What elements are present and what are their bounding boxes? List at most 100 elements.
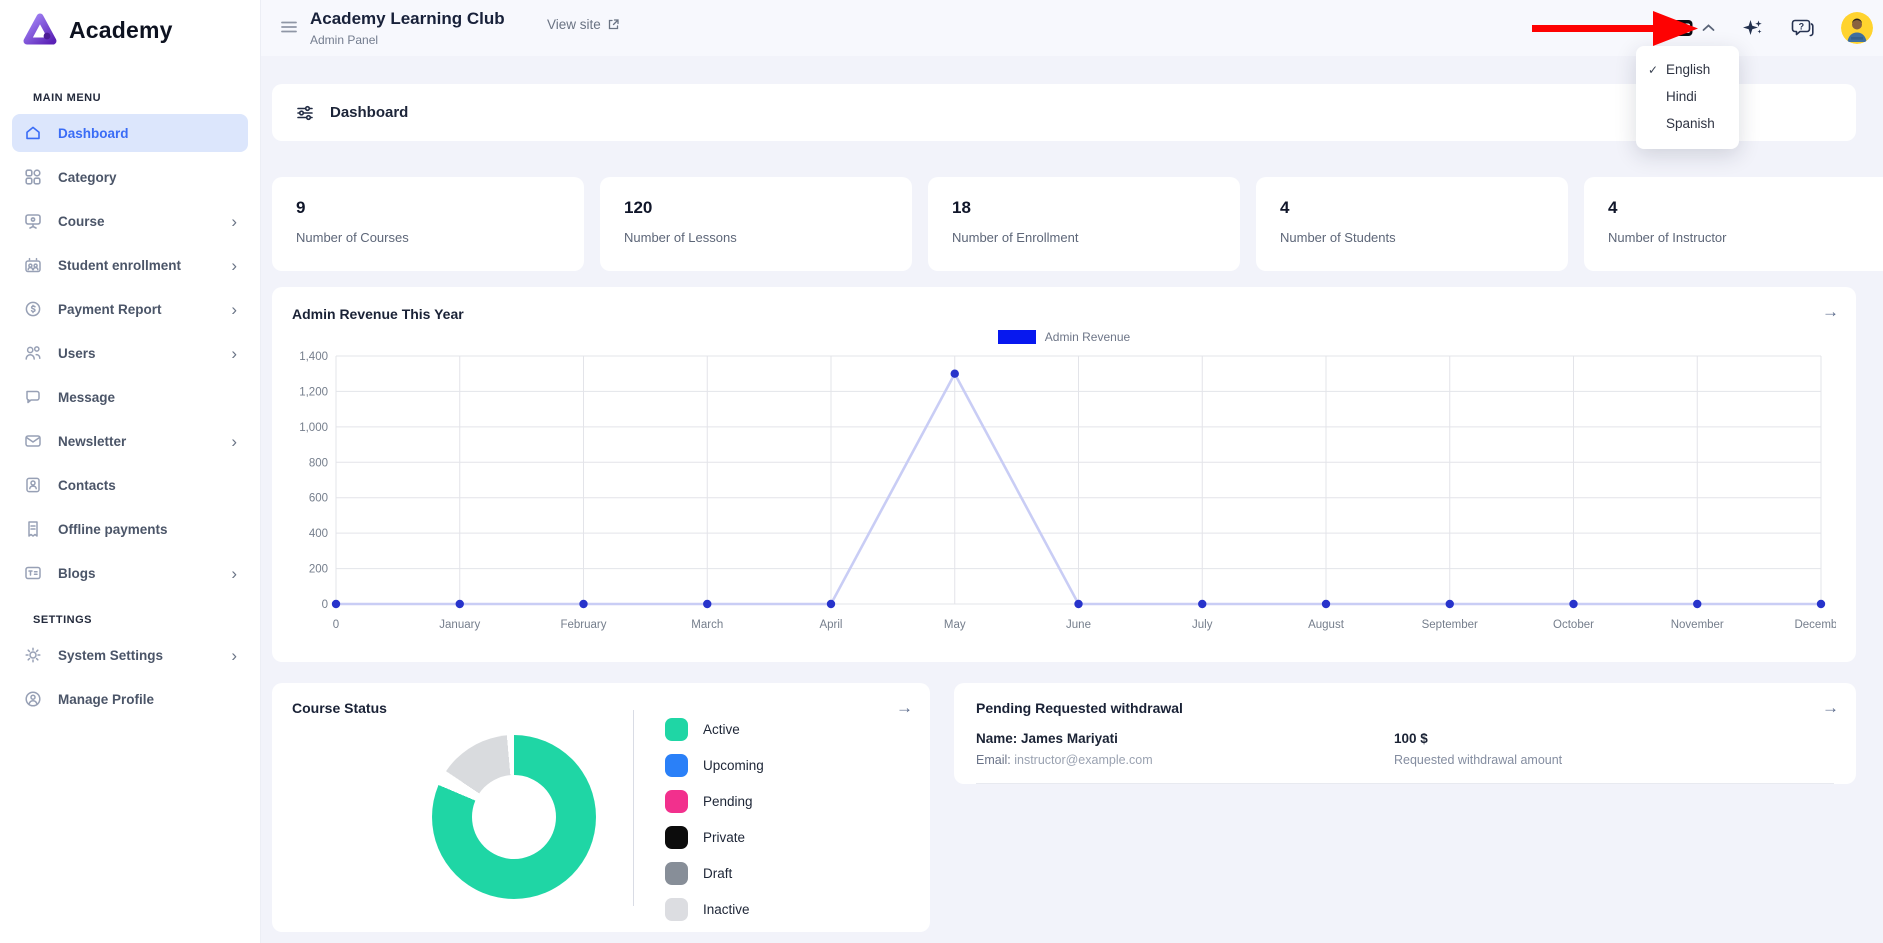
svg-text:November: November <box>1671 619 1724 631</box>
sidebar-item-manage-profile[interactable]: Manage Profile <box>12 680 248 718</box>
blog-icon <box>23 563 43 583</box>
chevron-right-icon: › <box>231 563 237 583</box>
site-title: Academy Learning Club <box>310 9 505 28</box>
svg-text:September: September <box>1422 619 1478 631</box>
profile-icon <box>23 689 43 709</box>
chevron-right-icon: › <box>231 211 237 231</box>
svg-text:1,200: 1,200 <box>299 386 328 398</box>
sparkles-icon[interactable] <box>1741 17 1764 40</box>
course-status-donut-chart <box>432 735 596 899</box>
sliders-icon <box>295 103 315 123</box>
home-icon <box>23 123 43 143</box>
page-title: Dashboard <box>330 104 409 121</box>
contacts-icon <box>23 475 43 495</box>
stat-card-students: 4 Number of Students <box>1256 177 1568 271</box>
sidebar-item-dashboard[interactable]: Dashboard <box>12 114 248 152</box>
withdrawal-name: Name: James Mariyati <box>976 731 1118 746</box>
language-option-hindi[interactable]: Hindi <box>1666 89 1697 104</box>
chevron-right-icon: › <box>231 431 237 451</box>
sidebar-item-contacts[interactable]: Contacts <box>12 466 248 504</box>
course-status-title: Course Status <box>292 700 387 716</box>
stat-card-lessons: 120 Number of Lessons <box>600 177 912 271</box>
chevron-up-icon <box>1702 24 1715 32</box>
sidebar-item-student-enrollment[interactable]: Student enrollment › <box>12 246 248 284</box>
help-chat-icon[interactable]: ? <box>1790 16 1815 40</box>
svg-text:600: 600 <box>309 493 328 505</box>
language-option-english[interactable]: ✓ English <box>1648 62 1711 77</box>
svg-text:A: A <box>1672 24 1679 35</box>
svg-text:January: January <box>439 619 480 631</box>
svg-text:0: 0 <box>322 599 328 611</box>
dollar-icon <box>23 299 43 319</box>
hamburger-menu-icon[interactable] <box>279 17 299 37</box>
site-subtitle: Admin Panel <box>310 33 379 47</box>
gear-icon <box>23 645 43 665</box>
sidebar-item-users[interactable]: Users › <box>12 334 248 372</box>
sidebar-item-blogs[interactable]: Blogs › <box>12 554 248 592</box>
sidebar-item-payment-report[interactable]: Payment Report › <box>12 290 248 328</box>
svg-text:200: 200 <box>309 564 328 576</box>
sidebar-item-category[interactable]: Category <box>12 158 248 196</box>
revenue-legend: Admin Revenue <box>292 330 1836 344</box>
sidebar-item-message[interactable]: Message <box>12 378 248 416</box>
arrow-right-icon[interactable]: → <box>1822 698 1839 717</box>
view-site-link[interactable]: View site <box>547 17 620 32</box>
svg-text:June: June <box>1066 619 1091 631</box>
legend-item-draft: Draft <box>665 855 764 891</box>
svg-text:February: February <box>560 619 606 631</box>
main-area: Academy Learning Club Admin Panel View s… <box>261 0 1883 943</box>
svg-text:August: August <box>1308 619 1345 631</box>
svg-text:400: 400 <box>309 528 328 540</box>
language-option-spanish[interactable]: Spanish <box>1666 116 1715 131</box>
content: Dashboard 9 Number of Courses 120 Number… <box>261 84 1883 932</box>
svg-text:December: December <box>1794 619 1836 631</box>
bottom-row: Course Status → Active Upcoming Pen <box>272 683 1856 932</box>
external-link-icon <box>607 18 620 31</box>
arrow-right-icon[interactable]: → <box>1822 302 1839 321</box>
svg-text:March: March <box>691 619 723 631</box>
legend-item-inactive: Inactive <box>665 891 764 927</box>
sidebar-item-newsletter[interactable]: Newsletter › <box>12 422 248 460</box>
users-icon <box>23 343 43 363</box>
arrow-right-icon[interactable]: → <box>896 698 913 717</box>
legend-swatch <box>997 330 1036 344</box>
brand-logo[interactable]: Academy <box>0 0 260 50</box>
course-icon <box>23 211 43 231</box>
divider <box>633 710 634 906</box>
receipt-icon <box>23 519 43 539</box>
withdrawal-card: Pending Requested withdrawal → Name: Jam… <box>954 683 1856 784</box>
check-icon: ✓ <box>1648 62 1659 77</box>
course-status-legend: Active Upcoming Pending Private <box>665 711 764 927</box>
svg-text:800: 800 <box>309 457 328 469</box>
sidebar-item-system-settings[interactable]: System Settings › <box>12 636 248 674</box>
legend-item-private: Private <box>665 819 764 855</box>
stats-row: 9 Number of Courses 120 Number of Lesson… <box>272 177 1883 271</box>
withdrawal-amount-caption: Requested withdrawal amount <box>1394 753 1563 767</box>
revenue-line-chart: 0 200 400 600 800 1,000 1,200 1,400 0 January Febr… <box>299 351 1836 631</box>
student-enrollment-icon <box>23 255 43 275</box>
revenue-card-title: Admin Revenue This Year <box>292 306 464 322</box>
sidebar-item-course[interactable]: Course › <box>12 202 248 240</box>
stat-card-courses: 9 Number of Courses <box>272 177 584 271</box>
user-avatar[interactable] <box>1841 12 1873 44</box>
withdrawal-title: Pending Requested withdrawal <box>976 700 1183 716</box>
svg-text:1,000: 1,000 <box>299 422 328 434</box>
chevron-right-icon: › <box>231 343 237 363</box>
svg-text:October: October <box>1553 619 1594 631</box>
stat-card-enrollment: 18 Number of Enrollment <box>928 177 1240 271</box>
sidebar-item-offline-payments[interactable]: Offline payments <box>12 510 248 548</box>
sidebar-section-settings: SETTINGS <box>33 614 93 626</box>
svg-text:1,400: 1,400 <box>299 351 328 363</box>
svg-text:अ: अ <box>1683 24 1689 33</box>
withdrawal-row[interactable]: Name: James Mariyati Email: instructor@e… <box>976 731 1834 784</box>
sidebar: Academy MAIN MENU Dashboard Category Cou… <box>0 0 261 943</box>
site-title-block: Academy Learning Club Admin Panel <box>310 9 505 47</box>
revenue-card: Admin Revenue This Year → Admin Revenue … <box>272 287 1856 662</box>
svg-text:0: 0 <box>333 619 339 631</box>
chevron-right-icon: › <box>231 299 237 319</box>
svg-text:?: ? <box>1799 22 1805 32</box>
withdrawal-email: Email: instructor@example.com <box>976 753 1153 767</box>
course-status-card: Course Status → Active Upcoming Pen <box>272 683 930 932</box>
